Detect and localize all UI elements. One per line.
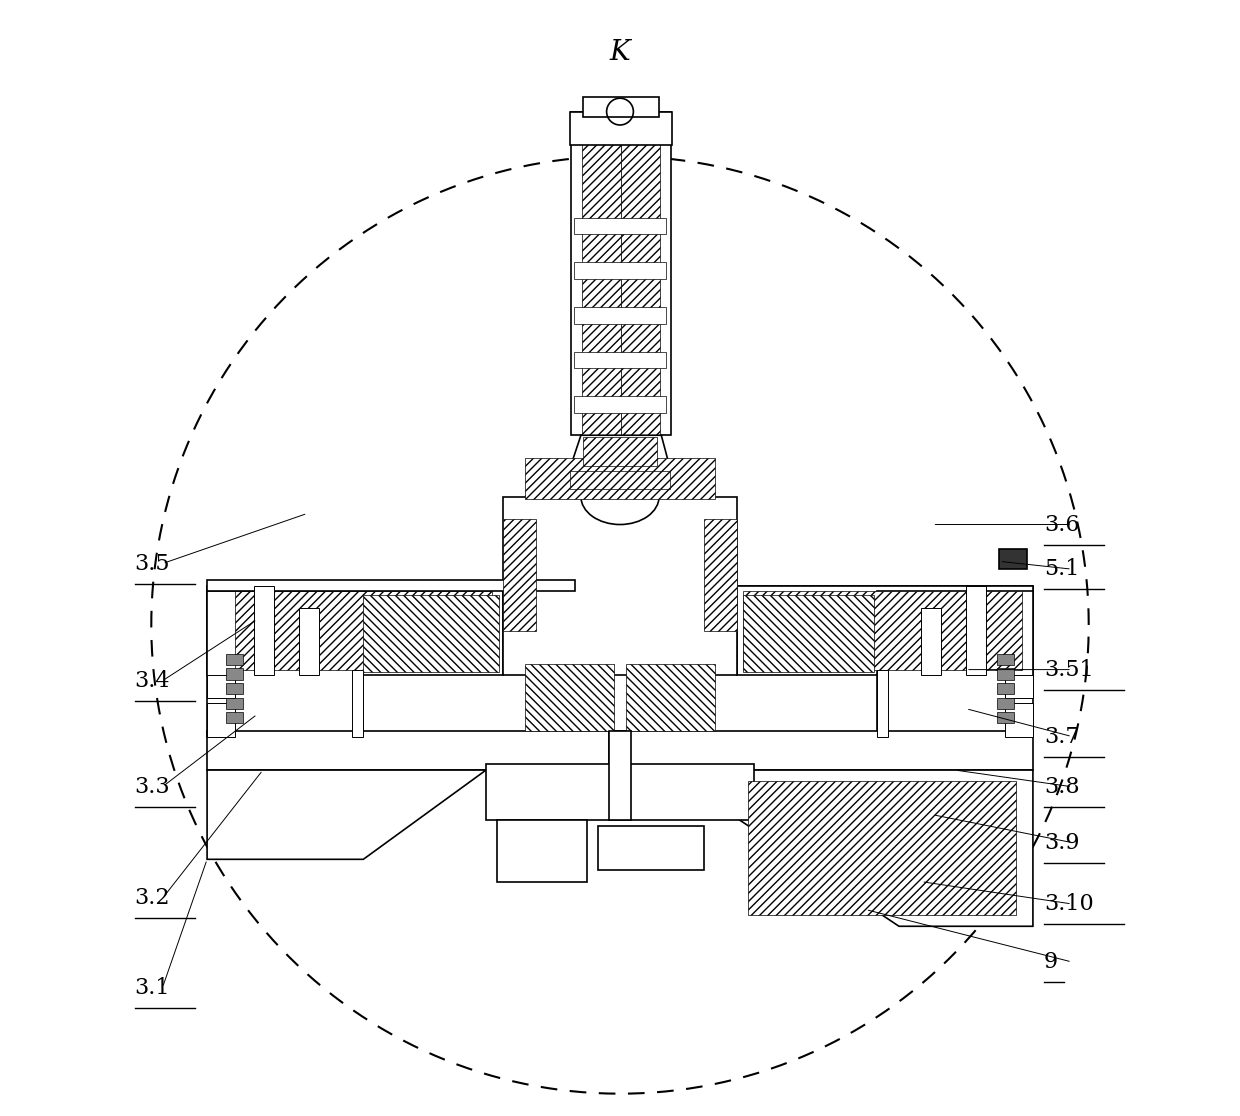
Bar <box>999 549 1027 569</box>
Bar <box>966 586 986 675</box>
Text: 3.6: 3.6 <box>1044 513 1080 536</box>
Bar <box>1004 675 1033 698</box>
Bar <box>226 698 243 709</box>
Bar <box>574 352 666 368</box>
Ellipse shape <box>580 469 660 525</box>
Bar <box>997 668 1014 680</box>
Bar <box>743 591 1022 670</box>
Bar <box>569 471 670 489</box>
Bar <box>621 134 660 435</box>
Bar <box>226 683 243 694</box>
Bar <box>207 703 236 737</box>
Bar <box>503 519 537 631</box>
Bar <box>921 608 941 675</box>
Polygon shape <box>564 469 680 491</box>
Text: 3.1: 3.1 <box>134 976 170 999</box>
Polygon shape <box>526 458 714 497</box>
Polygon shape <box>737 586 1033 675</box>
Text: 9: 9 <box>1044 951 1058 973</box>
Bar <box>486 764 754 820</box>
Text: 3.9: 3.9 <box>1044 831 1080 854</box>
Bar <box>526 458 714 499</box>
Bar <box>574 307 666 324</box>
Bar <box>234 591 491 670</box>
Polygon shape <box>732 770 1033 926</box>
Bar <box>207 586 1033 619</box>
Text: 3.8: 3.8 <box>1044 776 1080 798</box>
Text: 3.5: 3.5 <box>134 552 170 575</box>
Bar <box>583 437 657 466</box>
Bar <box>497 820 587 882</box>
Text: 3.4: 3.4 <box>134 670 170 692</box>
Bar <box>207 675 236 698</box>
Bar <box>254 586 274 675</box>
Bar <box>626 664 714 731</box>
Text: 3.7: 3.7 <box>1044 725 1080 748</box>
Bar <box>574 262 666 279</box>
Bar <box>582 134 621 435</box>
Bar <box>609 731 631 820</box>
Text: 3.3: 3.3 <box>134 776 170 798</box>
Bar <box>574 218 666 234</box>
Bar <box>570 112 671 435</box>
Bar <box>526 664 614 731</box>
Bar <box>352 670 363 737</box>
Polygon shape <box>207 586 503 675</box>
Bar <box>609 731 1033 770</box>
Bar <box>749 781 1017 915</box>
Bar <box>226 654 243 665</box>
Bar <box>997 654 1014 665</box>
Bar <box>997 712 1014 723</box>
Bar <box>226 712 243 723</box>
Bar <box>997 683 1014 694</box>
Bar <box>997 698 1014 709</box>
Bar <box>503 497 737 675</box>
Bar <box>743 595 874 672</box>
Polygon shape <box>569 435 670 469</box>
Bar <box>583 97 660 117</box>
Bar <box>226 668 243 680</box>
Text: 3.2: 3.2 <box>134 887 170 910</box>
Text: 3.10: 3.10 <box>1044 893 1094 915</box>
Bar <box>299 608 319 675</box>
Bar <box>877 591 1033 737</box>
Bar <box>877 670 888 737</box>
Bar <box>207 731 631 770</box>
Text: K: K <box>610 39 630 66</box>
Polygon shape <box>207 580 575 591</box>
Bar <box>703 519 737 631</box>
Bar <box>363 595 500 672</box>
Bar <box>569 112 672 145</box>
Bar <box>574 396 666 413</box>
Text: 3.51: 3.51 <box>1044 658 1094 681</box>
Text: 5.1: 5.1 <box>1044 558 1080 580</box>
Bar <box>207 591 363 737</box>
Bar <box>1004 703 1033 737</box>
Polygon shape <box>207 770 486 859</box>
Bar <box>598 826 703 870</box>
